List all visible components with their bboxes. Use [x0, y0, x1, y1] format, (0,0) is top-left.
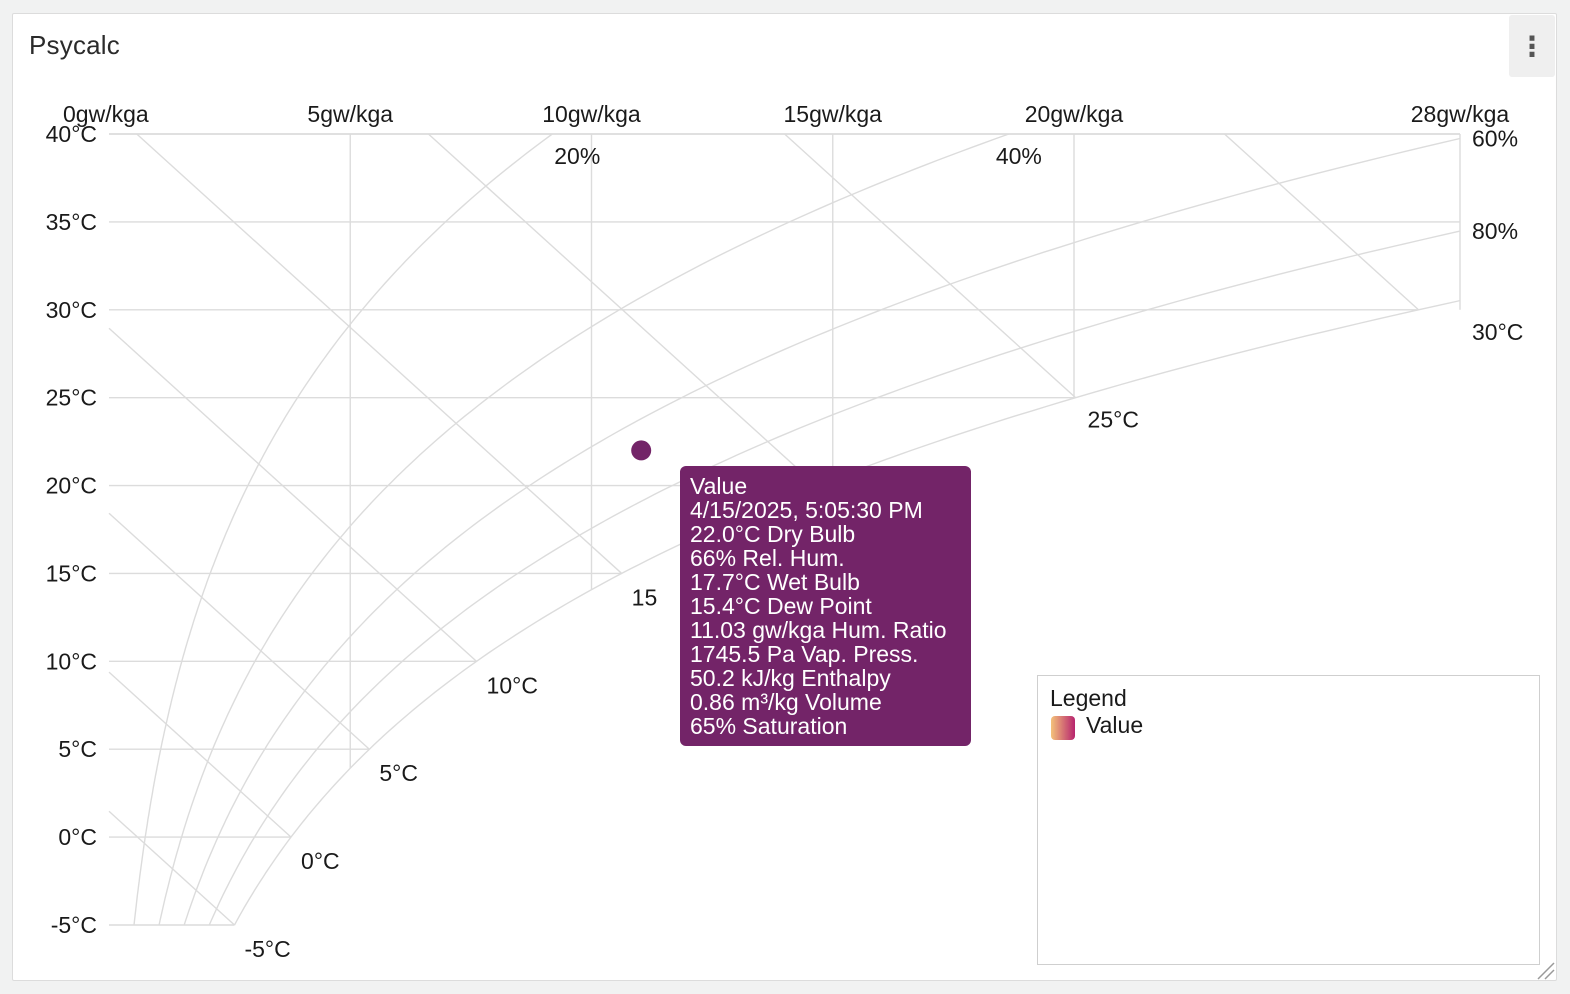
wetbulb-label: 5°C	[379, 760, 418, 786]
tooltip-series-name: Value	[690, 473, 748, 499]
wetbulb-line	[136, 133, 623, 574]
legend-label-value[interactable]: Value	[1086, 712, 1144, 738]
kebab-menu-icon: ⋮	[1518, 29, 1546, 63]
data-point[interactable]	[631, 440, 652, 461]
wetbulb-line	[108, 671, 292, 838]
psycalc-panel: Psycalc ⋮ 40°C 35°C 30°C 25°C 20°C 15°C 10°C 5°…	[12, 13, 1557, 981]
wetbulb-label: 25°C	[1088, 407, 1139, 433]
tooltip-rel-hum: 66% Rel. Hum.	[690, 545, 845, 571]
wetbulb-line	[784, 133, 1077, 399]
panel-menu-button[interactable]: ⋮	[1509, 15, 1555, 77]
rh-curve-60	[183, 137, 1461, 926]
x-tick-label: 5gw/kga	[307, 101, 393, 127]
tooltip-dew-point: 15.4°C Dew Point	[690, 593, 872, 619]
wetbulb-label: 0°C	[301, 848, 340, 874]
y-tick-label: 30°C	[46, 297, 97, 323]
rh-label-80: 80%	[1472, 218, 1518, 244]
tooltip-enthalpy: 50.2 kJ/kg Enthalpy	[690, 665, 891, 691]
rh-curve-20	[133, 133, 553, 926]
wetbulb-line	[1224, 133, 1419, 311]
wetbulb-label: 15	[632, 584, 658, 610]
wetbulb-label: 30°C	[1472, 319, 1523, 345]
panel-title: Psycalc	[29, 30, 120, 60]
tooltip-wet-bulb: 17.7°C Wet Bulb	[690, 569, 860, 595]
tooltip-dry-bulb: 22.0°C Dry Bulb	[690, 521, 856, 547]
y-tick-label: 20°C	[46, 473, 97, 499]
x-tick-label: 20gw/kga	[1025, 101, 1124, 127]
y-tick-label: 15°C	[46, 560, 97, 586]
psychrometric-chart: 40°C 35°C 30°C 25°C 20°C 15°C 10°C 5°C 0°C -5°C 0g…	[46, 101, 1524, 962]
tooltip-timestamp: 4/15/2025, 5:05:30 PM	[690, 497, 923, 523]
wetbulb-line	[108, 512, 370, 750]
x-tick-label: 15gw/kga	[784, 101, 883, 127]
x-tick-label: 0gw/kga	[63, 101, 149, 127]
rh-label-40: 40%	[996, 143, 1042, 169]
rh-curve-100	[233, 299, 1461, 926]
rh-curve-40	[158, 133, 1010, 926]
y-tick-label: -5°C	[51, 912, 97, 938]
x-tick-label: 10gw/kga	[542, 101, 641, 127]
rh-label-60: 60%	[1472, 125, 1518, 151]
legend-title: Legend	[1050, 685, 1127, 711]
y-tick-label: 25°C	[46, 385, 97, 411]
wetbulb-line	[108, 327, 478, 662]
y-tick-label: 10°C	[46, 648, 97, 674]
rh-curve-80	[208, 230, 1461, 926]
tooltip-vap-press: 1745.5 Pa Vap. Press.	[690, 641, 919, 667]
x-tick-label: 28gw/kga	[1411, 101, 1510, 127]
wetbulb-label: -5°C	[244, 936, 290, 962]
y-tick-label: 5°C	[58, 736, 97, 762]
y-tick-label: 35°C	[46, 209, 97, 235]
tooltip-saturation: 65% Saturation	[690, 713, 848, 739]
chart-legend: Legend Value	[1037, 675, 1540, 965]
tooltip-volume: 0.86 m³/kg Volume	[690, 689, 882, 715]
wetbulb-line	[108, 810, 235, 926]
data-point-tooltip: Value 4/15/2025, 5:05:30 PM 22.0°C Dry B…	[680, 466, 971, 746]
y-tick-label: 40°C	[46, 121, 97, 147]
tooltip-hum-ratio: 11.03 gw/kga Hum. Ratio	[690, 617, 947, 643]
rh-label-20: 20%	[554, 143, 600, 169]
y-tick-label: 0°C	[58, 824, 97, 850]
wetbulb-label: 10°C	[487, 672, 538, 698]
resize-handle-icon[interactable]	[1535, 960, 1555, 980]
wetbulb-line	[427, 133, 817, 487]
legend-swatch-value[interactable]	[1051, 716, 1075, 740]
